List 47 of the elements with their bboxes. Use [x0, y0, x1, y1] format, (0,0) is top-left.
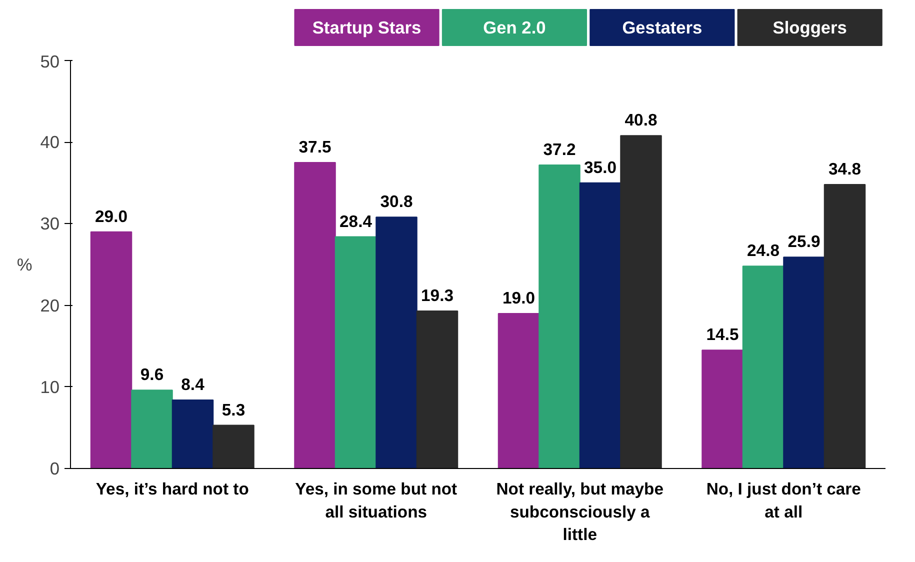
- text: Startup Stars: [312, 18, 422, 38]
- y-tick-label: 20: [40, 295, 60, 316]
- bar: [212, 424, 254, 468]
- bar: [824, 184, 866, 468]
- y-tick-label: 10: [40, 376, 60, 397]
- data-label: 9.6: [140, 365, 164, 384]
- bar: [172, 399, 214, 468]
- y-tick-label: 30: [40, 214, 60, 234]
- data-label: 34.8: [828, 160, 861, 179]
- bar: [702, 350, 744, 468]
- bar: [742, 266, 784, 468]
- data-label: 29.0: [95, 206, 128, 226]
- bar: [334, 236, 377, 468]
- y-tick-label: 40: [40, 132, 60, 152]
- data-label: 19.0: [502, 288, 535, 308]
- data-label: 40.8: [624, 110, 658, 130]
- bar: [131, 390, 173, 468]
- text: Gen 2.0: [483, 18, 546, 38]
- bar: [294, 162, 336, 468]
- bar: [90, 231, 132, 468]
- data-label: 37.5: [298, 138, 332, 156]
- data-label: 19.3: [421, 286, 454, 306]
- x-tick-label: Yes, it’s hard not to: [96, 480, 249, 498]
- data-label: 14.5: [706, 325, 739, 344]
- bar: [498, 312, 540, 468]
- data-label: 5.3: [222, 400, 246, 420]
- data-label: 25.9: [788, 232, 820, 252]
- bar: [579, 182, 622, 468]
- y-axis-title: %: [16, 254, 32, 274]
- y-tick-label: 50: [40, 52, 60, 72]
- bar: [538, 164, 580, 468]
- x-tick-label: Not really, but maybe subconsciously a little: [496, 480, 664, 544]
- bar: [783, 256, 825, 468]
- y-tick-label: 0: [50, 458, 60, 478]
- data-label: 35.0: [584, 158, 616, 177]
- text: Sloggers: [772, 18, 847, 38]
- data-label: 37.2: [543, 140, 576, 159]
- bar: [376, 216, 418, 468]
- data-label: 24.8: [747, 241, 780, 260]
- x-tick-label: No, I just don’t care at all: [706, 480, 861, 522]
- bar: [620, 135, 662, 468]
- text: Gestaters: [622, 18, 702, 38]
- data-label: 8.4: [181, 374, 206, 394]
- x-tick-label: Yes, in some but not all situations: [295, 480, 458, 522]
- bar: [416, 310, 458, 468]
- data-label: 30.8: [380, 192, 413, 212]
- data-label: 28.4: [340, 212, 373, 231]
